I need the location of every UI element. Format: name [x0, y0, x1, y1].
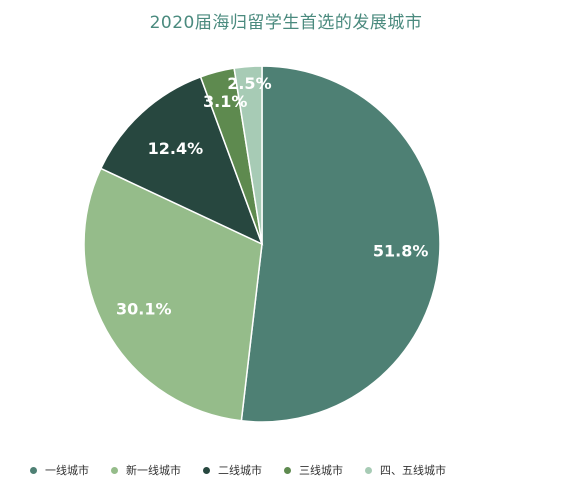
legend-item-new-tier1[interactable]: 新一线城市: [111, 462, 181, 478]
slice-tier4-5[interactable]: [233, 65, 263, 245]
label-tier4-5: 2.5%: [227, 74, 271, 93]
chart-legend: 一线城市 新一线城市 二线城市 三线城市 四、五线城市: [30, 462, 468, 478]
legend-swatch: [365, 466, 372, 474]
legend-label: 一线城市: [45, 464, 89, 477]
legend-swatch: [203, 466, 210, 474]
legend-item-tier3[interactable]: 三线城市: [284, 462, 343, 478]
legend-label: 三线城市: [299, 464, 343, 477]
legend-item-tier2[interactable]: 二线城市: [203, 462, 262, 478]
legend-swatch: [111, 466, 118, 474]
legend-item-tier1[interactable]: 一线城市: [30, 462, 89, 478]
pie-chart: 51.8% 30.1% 12.4% 3.1%2.5%: [83, 65, 441, 423]
slice-new-tier1[interactable]: [83, 167, 263, 422]
label-tier3: 3.1%: [203, 92, 247, 111]
legend-label: 新一线城市: [126, 464, 181, 477]
label-tier2: 12.4%: [148, 139, 204, 158]
slice-tier1[interactable]: [240, 65, 441, 423]
legend-label: 二线城市: [218, 464, 262, 477]
label-new-tier1: 30.1%: [116, 299, 172, 318]
legend-swatch: [284, 466, 291, 474]
label-tier1: 51.8%: [373, 242, 429, 261]
slice-tier2[interactable]: [99, 75, 264, 246]
legend-label: 四、五线城市: [380, 464, 446, 477]
legend-swatch: [30, 466, 37, 474]
chart-title: 2020届海归留学生首选的发展城市: [149, 13, 423, 33]
legend-item-tier4-5[interactable]: 四、五线城市: [365, 462, 446, 478]
